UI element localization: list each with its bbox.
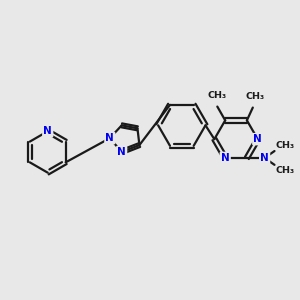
Text: CH₃: CH₃ <box>245 92 264 101</box>
Text: N: N <box>44 126 52 136</box>
Text: CH₃: CH₃ <box>208 91 227 100</box>
Text: CH₃: CH₃ <box>275 141 295 150</box>
Text: N: N <box>221 153 230 163</box>
Text: N: N <box>106 133 114 143</box>
Text: N: N <box>260 153 269 163</box>
Text: N: N <box>117 147 126 157</box>
Text: CH₃: CH₃ <box>275 166 295 175</box>
Text: N: N <box>254 134 262 144</box>
